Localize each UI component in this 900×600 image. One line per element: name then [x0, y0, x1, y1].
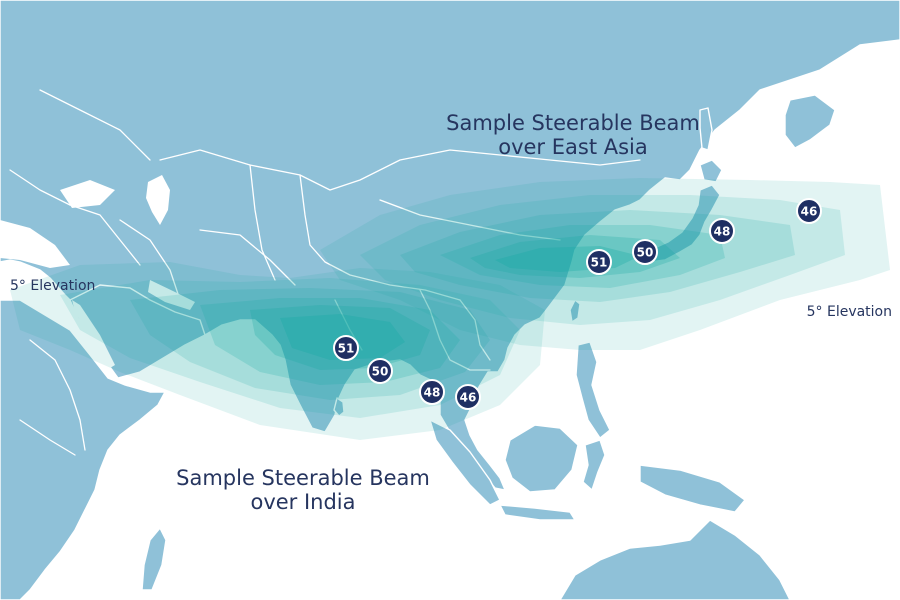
borneo	[504, 424, 579, 493]
japan	[639, 184, 721, 263]
india-beam-label-line2: over India	[250, 490, 355, 514]
svg-text:48: 48	[424, 386, 441, 400]
black-sea	[60, 180, 115, 208]
india-badge-48: 48	[419, 379, 445, 405]
kamchatka	[784, 94, 836, 149]
madagascar	[141, 527, 167, 591]
east-asia-badge-51: 51	[586, 249, 612, 275]
svg-text:46: 46	[801, 205, 818, 219]
sulawesi	[582, 439, 606, 491]
sumatra	[429, 419, 501, 506]
philippines	[575, 341, 611, 439]
sri-lanka	[333, 397, 345, 417]
india-beam-contours	[10, 262, 545, 440]
svg-text:51: 51	[591, 256, 608, 270]
east-asia-badge-48: 48	[709, 218, 735, 244]
mediterranean-sea	[0, 220, 70, 268]
caspian-sea	[146, 175, 170, 225]
elevation-label-west: 5° Elevation	[10, 278, 95, 294]
east-asia-beam-label-line1: Sample Steerable Beam	[446, 111, 700, 135]
svg-text:51: 51	[338, 342, 355, 356]
elevation-label-east: 5° Elevation	[807, 304, 892, 320]
sakhalin	[699, 107, 713, 151]
svg-text:46: 46	[460, 391, 477, 405]
india-badge-50: 50	[367, 358, 393, 384]
east-asia-badge-46: 46	[796, 198, 822, 224]
hokkaido	[699, 159, 723, 183]
svg-text:50: 50	[637, 246, 654, 260]
india-badge-46: 46	[455, 384, 481, 410]
java	[499, 504, 576, 521]
country-borders	[9, 89, 641, 456]
red-sea	[72, 300, 115, 368]
india-badge-51: 51	[333, 335, 359, 361]
east-asia-beam-label-line2: over East Asia	[498, 135, 648, 159]
india-beam-label-line1: Sample Steerable Beam	[176, 466, 430, 490]
persian-gulf	[148, 280, 195, 310]
svg-text:48: 48	[714, 225, 731, 239]
africa-landmass	[0, 299, 166, 600]
east-asia-badge-50: 50	[632, 239, 658, 265]
svg-text:50: 50	[372, 365, 389, 379]
taiwan	[569, 299, 581, 323]
new-guinea	[639, 464, 746, 513]
australia	[559, 519, 791, 600]
